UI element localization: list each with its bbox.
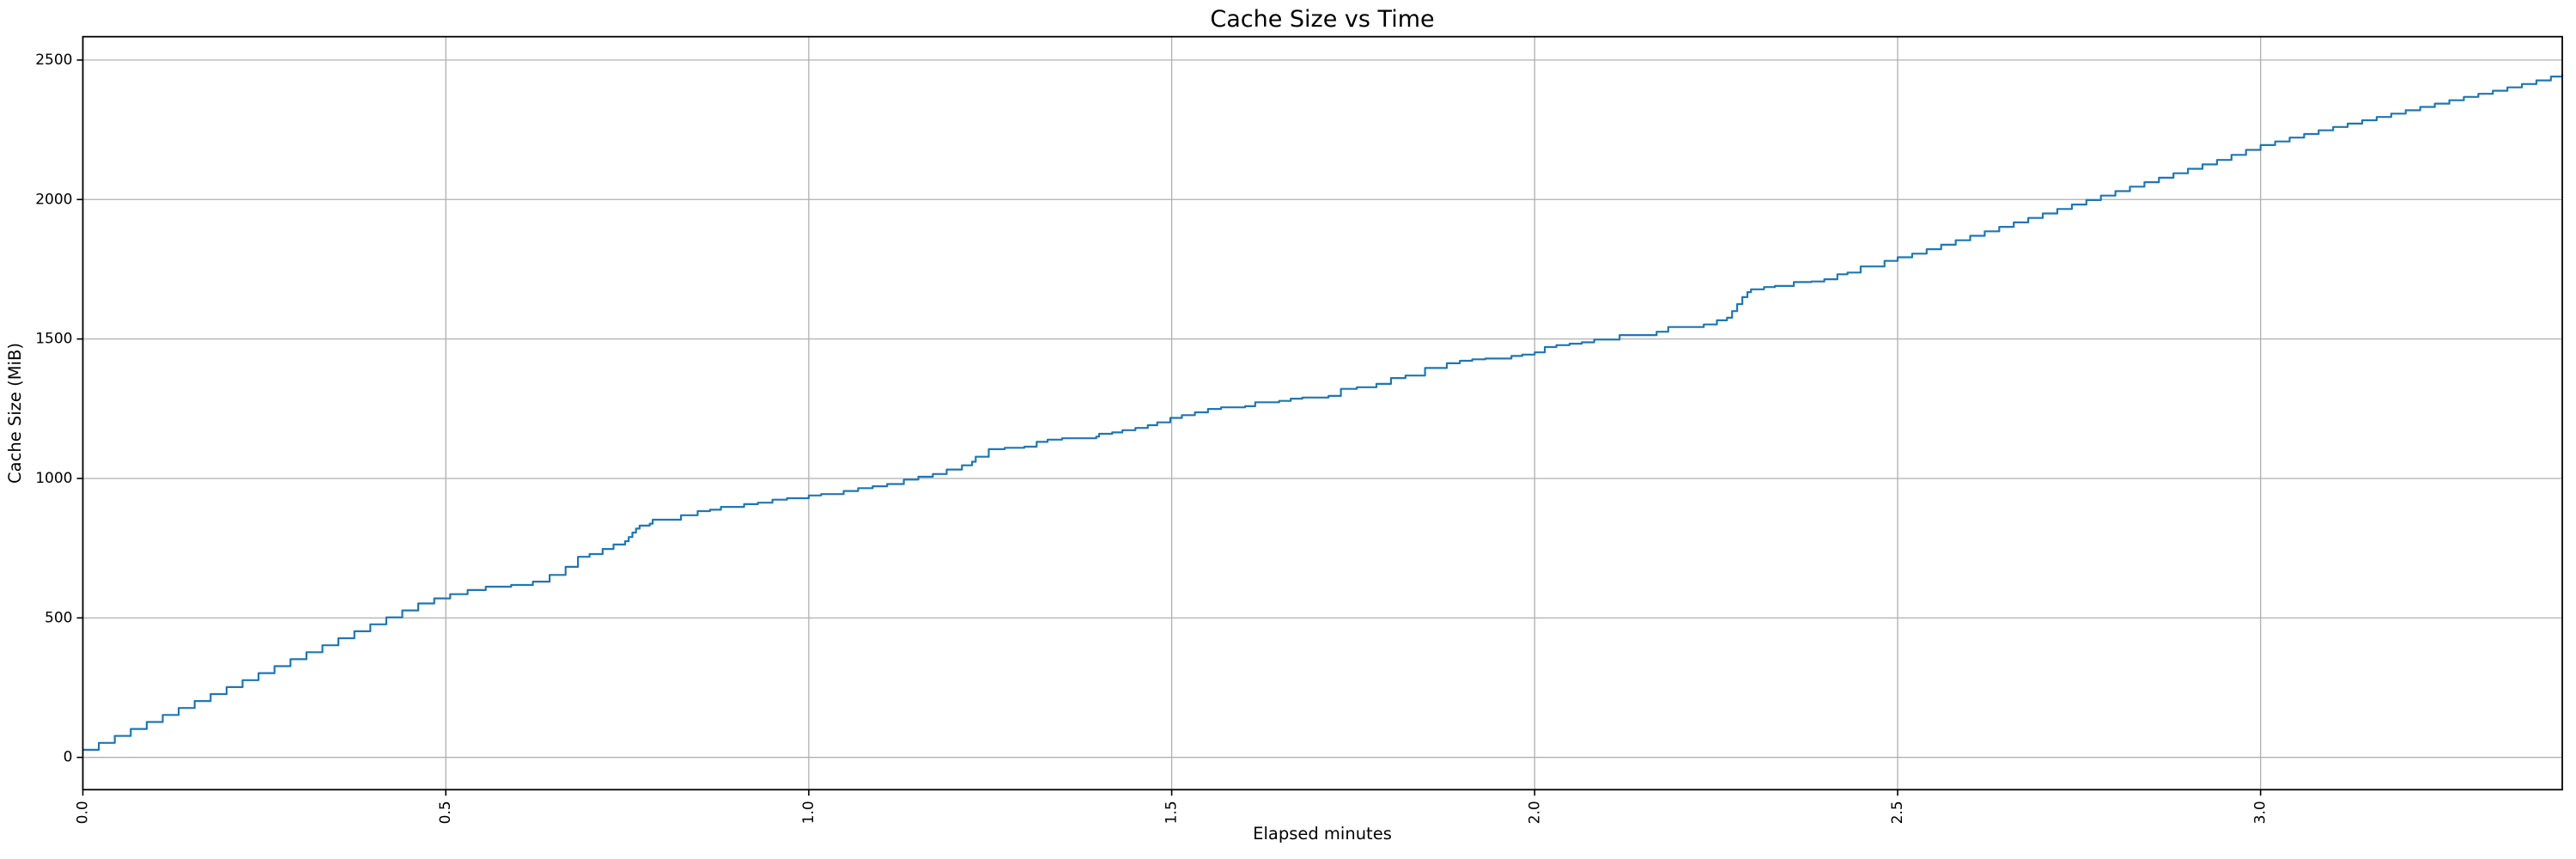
series-layer — [82, 74, 2564, 751]
x-tick-label: 2.5 — [1889, 801, 1906, 824]
x-axis-label: Elapsed minutes — [1253, 824, 1392, 844]
x-tick-label: 0.5 — [437, 801, 454, 824]
x-tick-label: 3.0 — [2252, 801, 2269, 824]
tick-layer: 0.0 0.5 1.0 1.5 2.0 2.5 3.0 0 500 1000 1500 2000 250… — [35, 52, 2269, 824]
grid-layer — [82, 36, 2562, 790]
y-tick-label: 2000 — [35, 191, 72, 208]
y-tick-label: 500 — [45, 609, 72, 626]
x-tick-label: 0.0 — [75, 801, 92, 824]
chart-title: Cache Size vs Time — [1210, 6, 1434, 33]
y-tick-label: 1500 — [35, 331, 72, 348]
y-tick-label: 1000 — [35, 470, 72, 487]
cache-size-line — [82, 74, 2564, 751]
y-tick-label: 2500 — [35, 52, 72, 69]
x-tick-label: 1.0 — [800, 801, 817, 824]
axes-spines — [82, 35, 2563, 791]
y-axis-label: Cache Size (MiB) — [5, 343, 25, 484]
x-tick-label: 1.5 — [1163, 801, 1181, 824]
x-tick-label: 2.0 — [1526, 801, 1543, 824]
y-tick-label: 0 — [64, 749, 73, 766]
